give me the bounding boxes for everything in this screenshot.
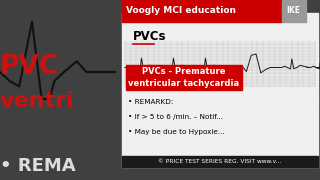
Bar bbox=[122, 156, 318, 167]
Text: • REMA: • REMA bbox=[0, 157, 76, 175]
Bar bbox=[282, 0, 306, 22]
Text: hycardia: hycardia bbox=[218, 91, 320, 111]
Text: PVCs: PVCs bbox=[133, 30, 166, 42]
Bar bbox=[126, 65, 242, 90]
Text: • May be due to Hypoxie...: • May be due to Hypoxie... bbox=[128, 129, 225, 135]
Bar bbox=[125, 41, 315, 86]
Bar bbox=[122, 0, 282, 22]
Text: IKE: IKE bbox=[287, 6, 300, 15]
Text: mature: mature bbox=[219, 54, 320, 80]
Text: • REMARKD:: • REMARKD: bbox=[128, 99, 173, 105]
Text: © PRICE TEST SERIES REG. VISIT www.v...: © PRICE TEST SERIES REG. VISIT www.v... bbox=[158, 159, 282, 164]
Text: • If > 5 to 6 /min. – Notif...: • If > 5 to 6 /min. – Notif... bbox=[128, 114, 223, 120]
Text: Voogly MCI education: Voogly MCI education bbox=[126, 6, 236, 15]
Text: PVC: PVC bbox=[0, 54, 59, 80]
Bar bbox=[122, 13, 318, 167]
Text: PVCs - Premature
ventricular tachycardia: PVCs - Premature ventricular tachycardia bbox=[128, 67, 240, 88]
Text: ventri: ventri bbox=[0, 91, 75, 111]
